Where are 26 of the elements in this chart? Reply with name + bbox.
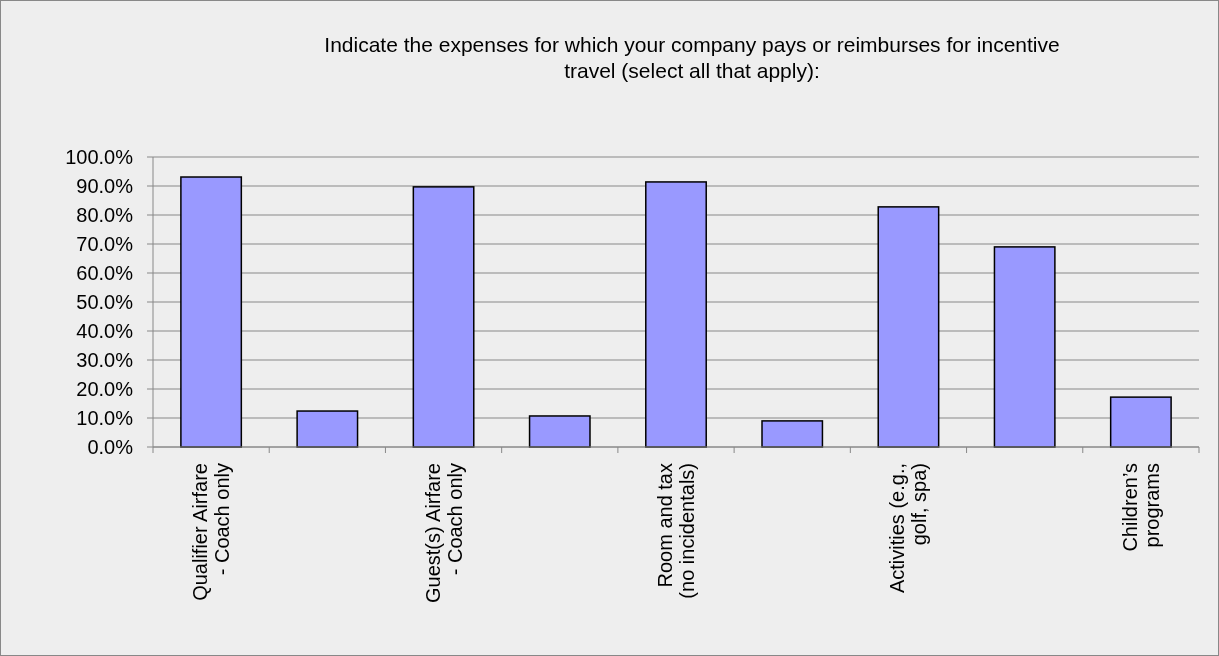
y-tick-label: 40.0%	[76, 320, 134, 342]
bar	[645, 181, 707, 448]
y-tick-label: 80.0%	[76, 204, 134, 226]
y-tick-label: 70.0%	[76, 233, 134, 255]
bar	[412, 186, 475, 448]
y-tick-label: 60.0%	[76, 262, 134, 284]
bar	[528, 415, 591, 448]
bar	[296, 410, 359, 448]
bar	[877, 206, 940, 448]
bar	[761, 420, 824, 448]
x-tick-label: Qualifier Airfare - Coach only	[189, 463, 234, 601]
y-tick-label: 50.0%	[76, 291, 134, 313]
y-tick-label: 0.0%	[87, 436, 134, 458]
chart-title: Indicate the expenses for which your company pays or reimburses for incentive travel (select all that apply):	[324, 33, 1060, 82]
x-tick-label: Activities (e.g., golf, spa)	[886, 463, 931, 594]
x-tick-label: Room and tax (no incidentals)	[654, 463, 698, 599]
y-tick-label: 100.0%	[65, 146, 134, 168]
y-tick-label: 10.0%	[76, 407, 134, 429]
y-tick-label: 20.0%	[76, 378, 134, 400]
x-tick-label: Children’s programs	[1118, 463, 1163, 552]
x-tick-label: Guest(s) Airfare - Coach only	[421, 463, 466, 604]
bar	[993, 246, 1056, 448]
y-tick-label: 90.0%	[76, 175, 134, 197]
bar	[180, 176, 243, 448]
bar	[1109, 396, 1172, 448]
y-tick-label: 30.0%	[76, 349, 134, 371]
